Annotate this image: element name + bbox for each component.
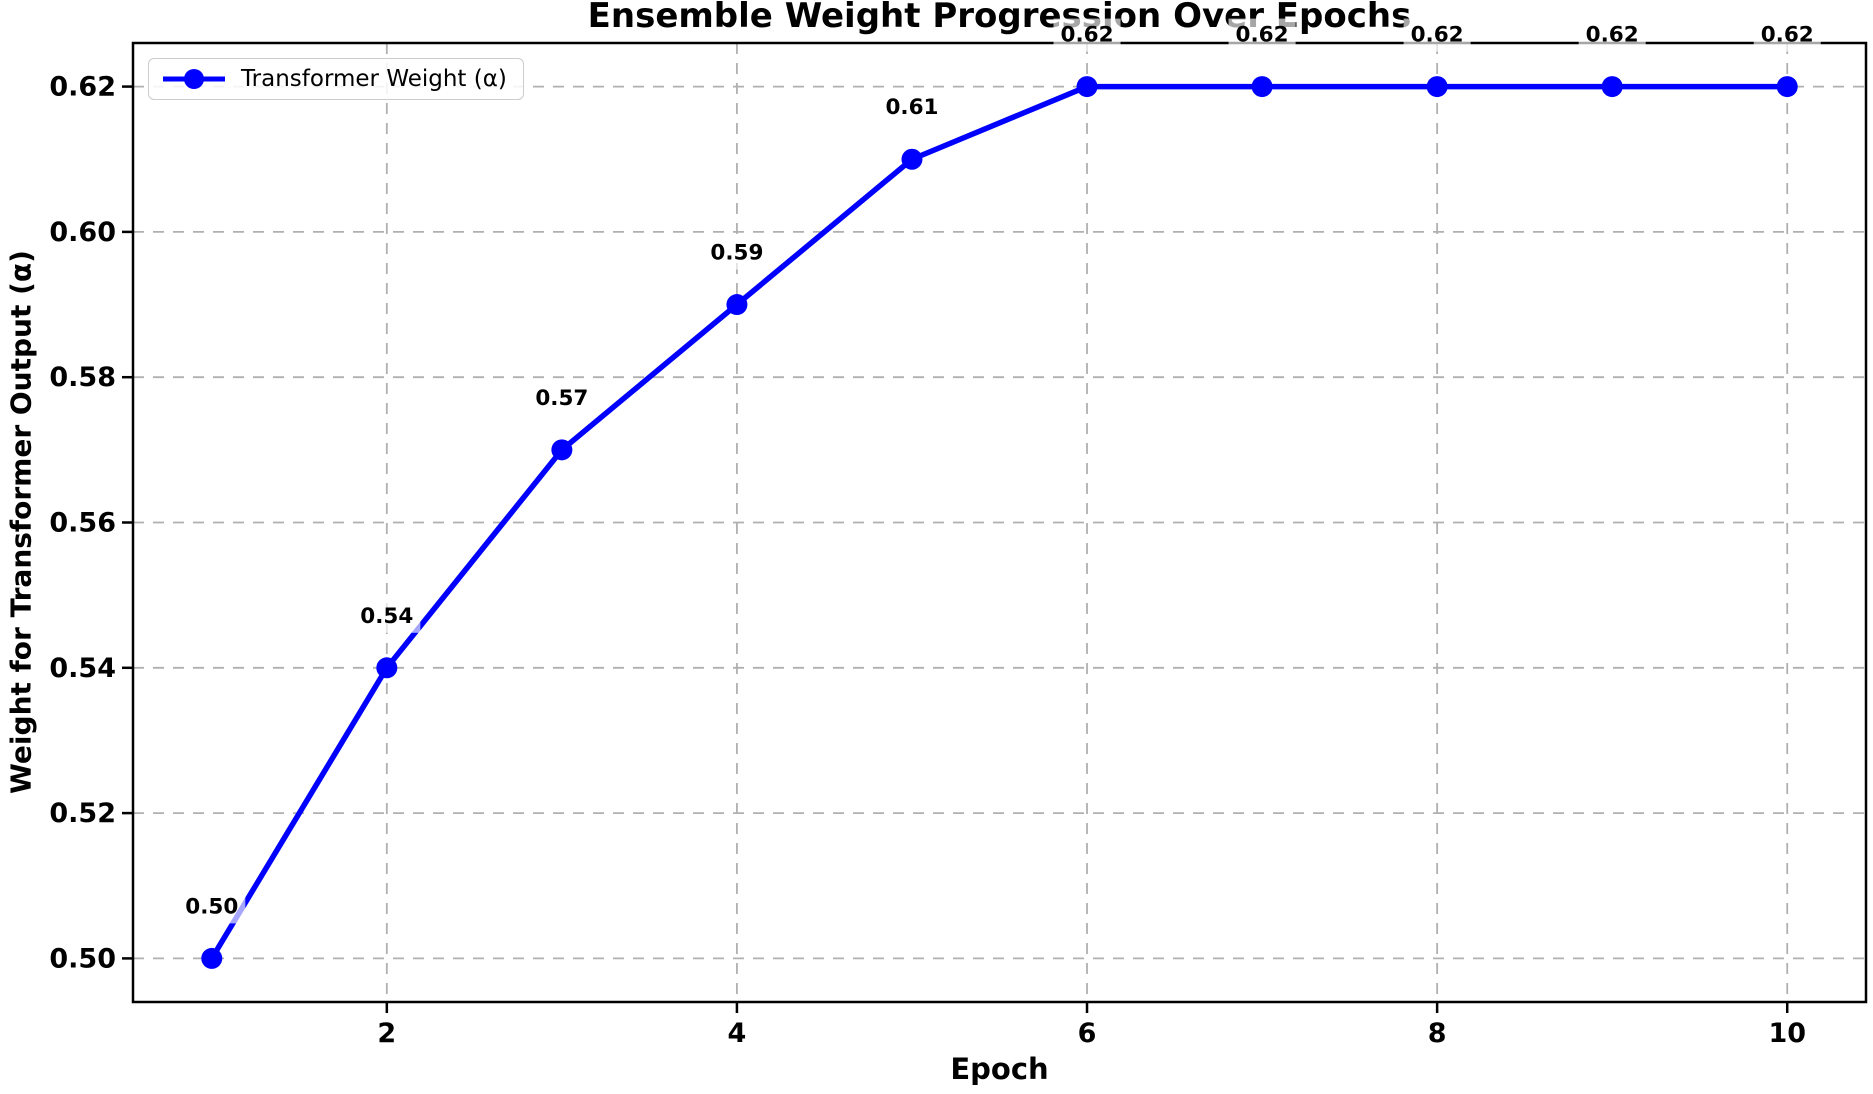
x-axis-label: Epoch (950, 1052, 1049, 1086)
data-point-marker (551, 439, 573, 461)
data-point-label: 0.59 (710, 241, 763, 266)
x-tick-label: 10 (1768, 1018, 1806, 1049)
chart-title: Ensemble Weight Progression Over Epochs (587, 0, 1412, 36)
data-point-label-bg (353, 599, 421, 633)
x-tick-label: 6 (1078, 1018, 1097, 1049)
data-point-label: 0.61 (885, 95, 938, 120)
x-tick-label: 4 (728, 1018, 747, 1049)
data-point-marker (1426, 76, 1448, 98)
data-point-marker (726, 294, 748, 316)
y-tick-label: 0.56 (49, 508, 116, 539)
legend-line-icon (163, 69, 225, 89)
y-tick-label: 0.52 (49, 798, 116, 829)
data-point-marker (1601, 76, 1623, 98)
data-point-marker (376, 657, 398, 679)
data-point-label-bg (178, 890, 246, 924)
y-tick-label: 0.62 (49, 72, 116, 103)
series-line (209, 83, 1790, 962)
y-tick-label: 0.54 (49, 653, 116, 684)
data-point-label: 0.57 (535, 386, 588, 411)
y-axis-label: Weight for Transformer Output (α) (4, 250, 38, 794)
data-point-marker (1776, 76, 1798, 98)
legend: Transformer Weight (α) (148, 58, 524, 100)
data-point-marker (201, 947, 223, 969)
data-point-marker (901, 148, 923, 170)
y-tick-label: 0.60 (49, 217, 116, 248)
legend-series-label: Transformer Weight (α) (241, 66, 507, 92)
data-point-label: 0.50 (185, 894, 238, 919)
data-point-marker (1076, 76, 1098, 98)
data-point-marker (1251, 76, 1273, 98)
y-tick-label: 0.58 (49, 362, 116, 393)
x-tick-label: 2 (377, 1018, 396, 1049)
data-point-label: 0.54 (360, 604, 413, 629)
x-tick-label: 8 (1428, 1018, 1447, 1049)
data-point-label-bg (528, 381, 596, 415)
y-tick-label: 0.50 (49, 943, 116, 974)
axes-spines (131, 41, 1868, 1004)
data-point-label-bg (703, 236, 771, 270)
data-point-label-bg (878, 91, 946, 125)
